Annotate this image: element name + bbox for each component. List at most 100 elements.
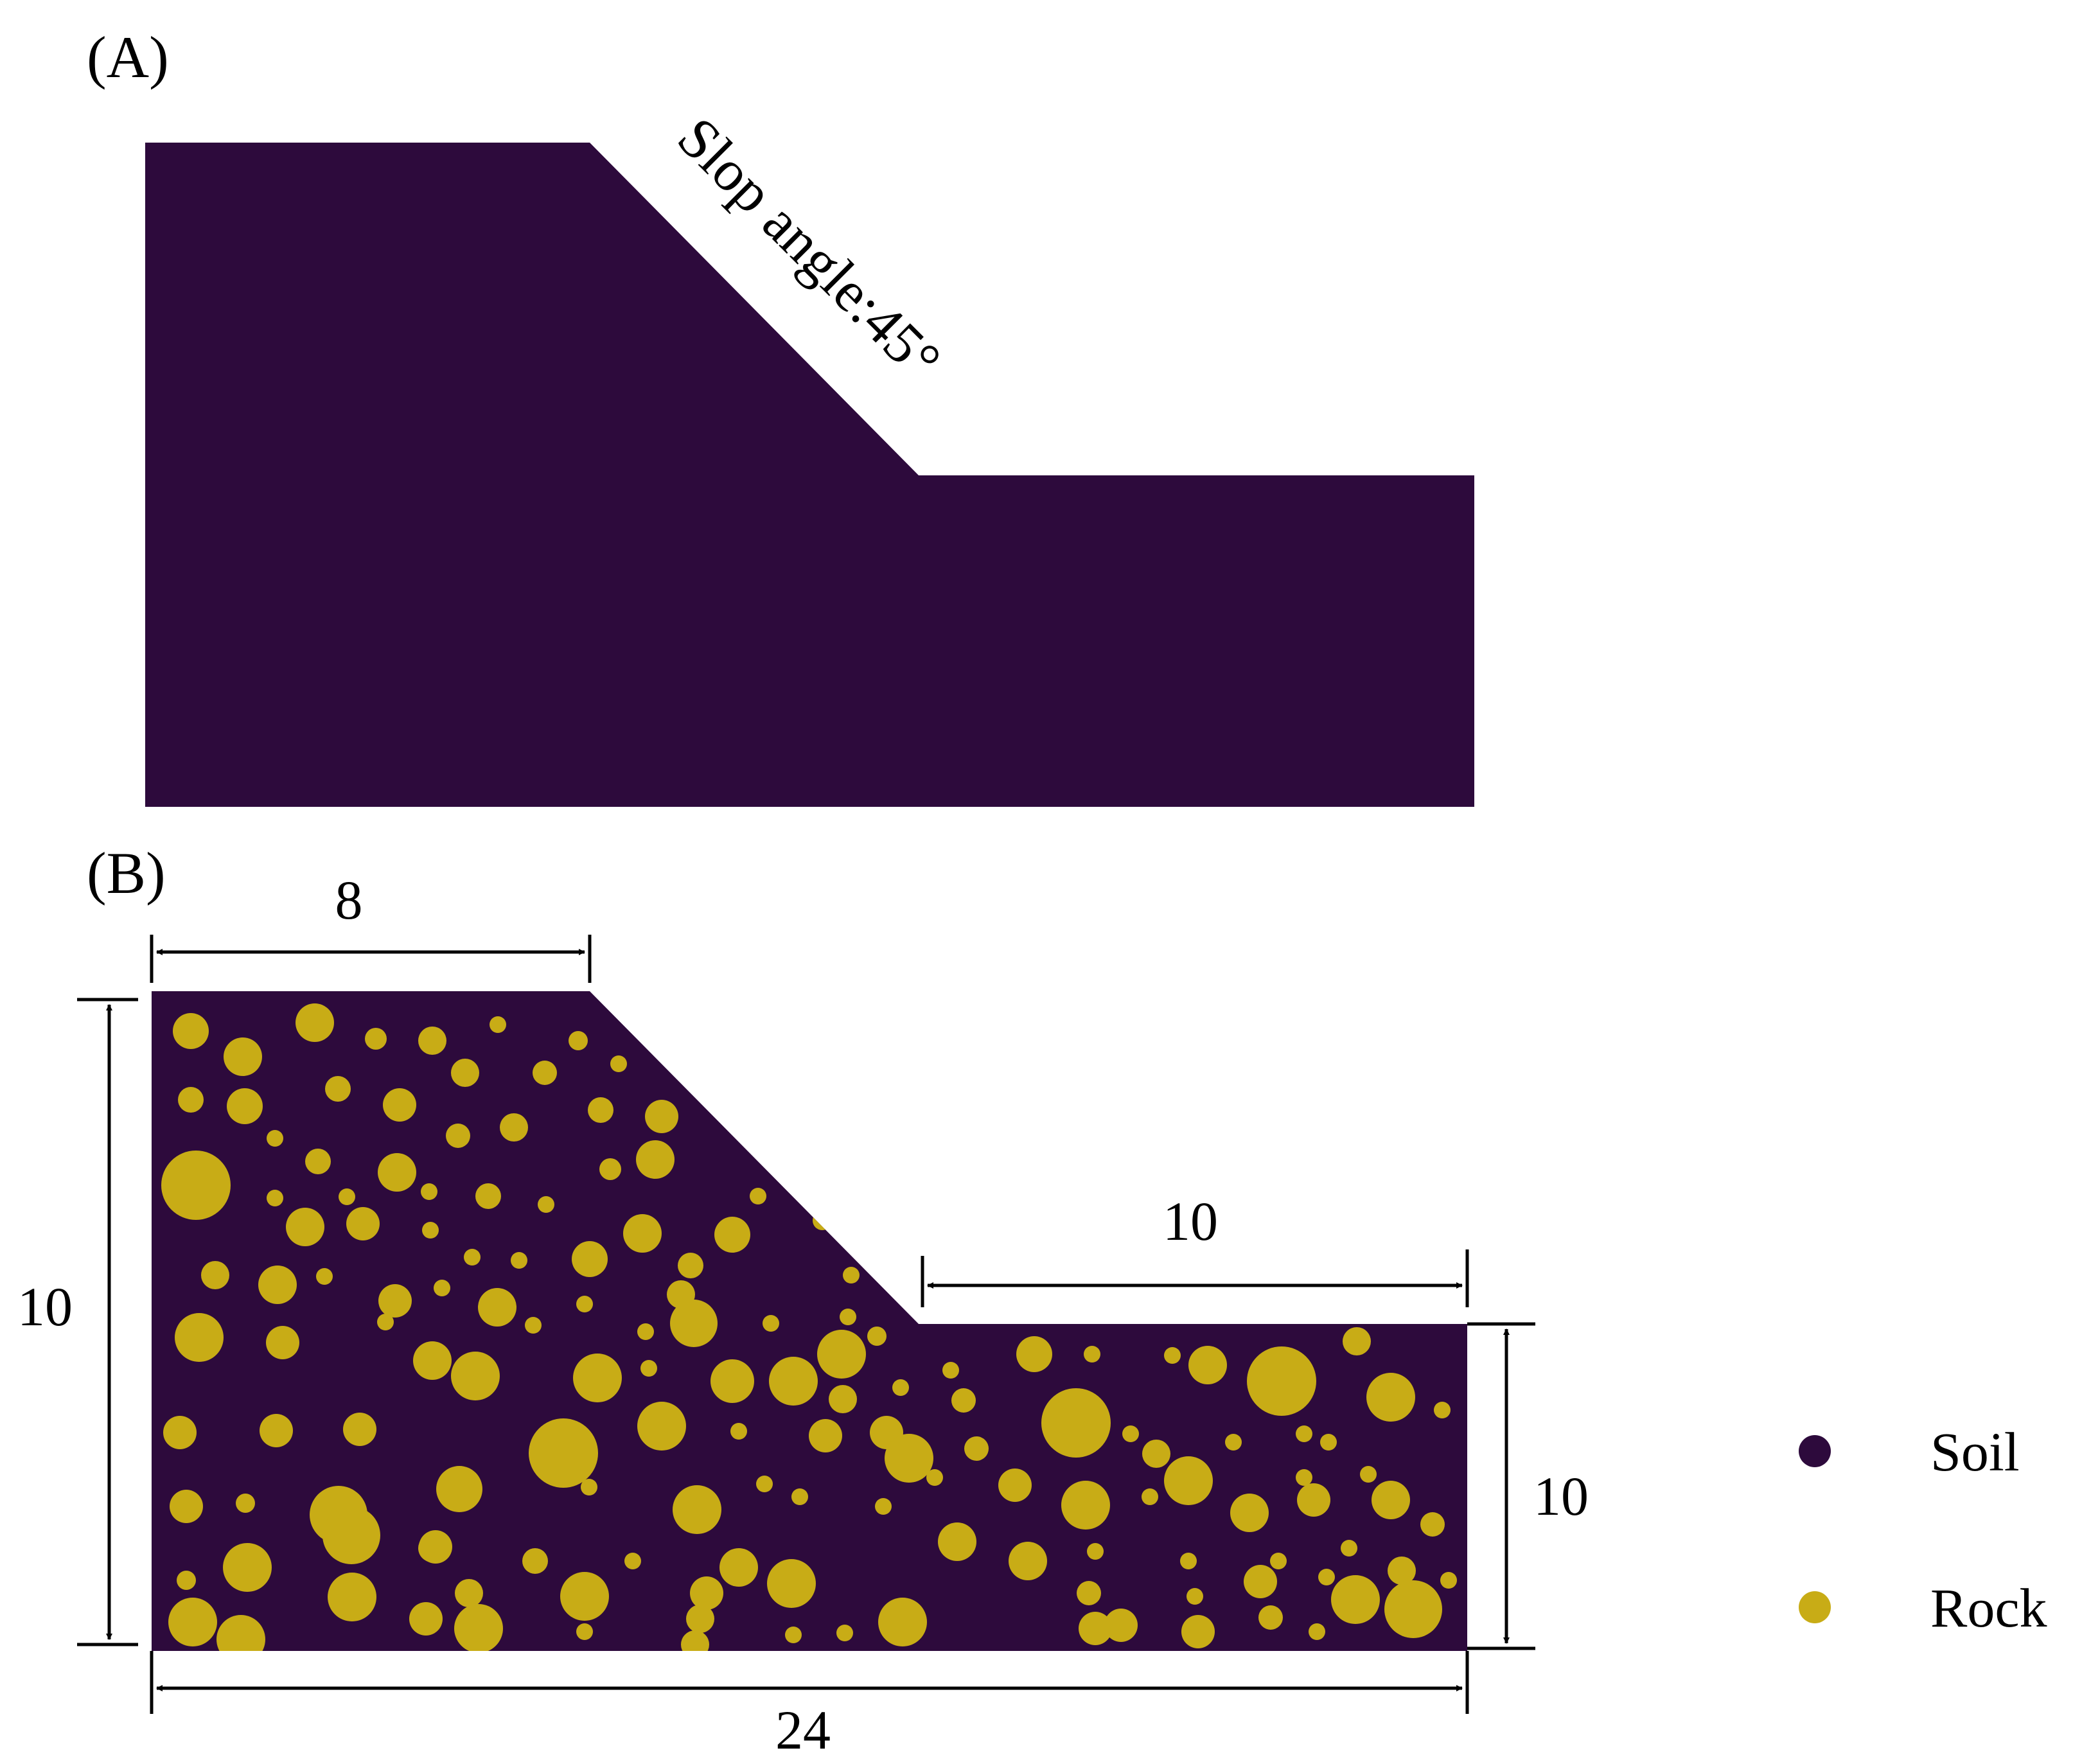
- rock-particle: [1061, 1481, 1110, 1530]
- rock-particles: [161, 1003, 1457, 1651]
- rock-particle: [1104, 1609, 1138, 1642]
- rock-particle: [637, 1323, 654, 1340]
- rock-particle: [926, 1469, 943, 1486]
- rock-particle: [178, 1087, 204, 1113]
- rock-particle: [581, 1479, 597, 1495]
- rock-particle: [769, 1357, 818, 1406]
- legend-soil-marker: [1799, 1435, 1831, 1467]
- rock-particle: [339, 1188, 355, 1205]
- rock-particle: [750, 1188, 766, 1204]
- rock-particle: [1384, 1580, 1442, 1638]
- rock-particle: [719, 1548, 758, 1587]
- rock-particle: [224, 1037, 262, 1076]
- legend-rock-marker: [1799, 1591, 1831, 1623]
- panel-a: (A) Slop angle:45°: [87, 24, 1474, 807]
- rock-particle: [843, 1267, 860, 1283]
- rock-particle: [885, 1434, 933, 1483]
- rock-particle: [878, 1598, 927, 1646]
- rock-particle: [1164, 1347, 1181, 1364]
- rock-particle: [942, 1362, 959, 1379]
- rock-particle: [673, 1485, 721, 1534]
- rock-particle: [1225, 1434, 1242, 1451]
- panel-b-label: (B): [87, 840, 166, 906]
- rock-particle: [223, 1543, 272, 1592]
- rock-particle: [455, 1579, 483, 1607]
- rock-particle: [1318, 1569, 1335, 1585]
- rock-particle: [710, 1359, 754, 1403]
- rock-particle: [529, 1418, 598, 1488]
- rock-particle: [560, 1572, 609, 1621]
- panel-b: (B) 8 10 10: [17, 840, 1589, 1761]
- rock-particle: [201, 1261, 229, 1289]
- rock-particle: [267, 1130, 283, 1147]
- rock-particle: [1181, 1615, 1215, 1648]
- rock-particle: [791, 1488, 808, 1505]
- rock-particle: [1320, 1434, 1337, 1451]
- rock-particle: [573, 1354, 622, 1402]
- rock-particle: [690, 1576, 723, 1610]
- rock-particle: [446, 1124, 470, 1148]
- rock-particle: [1122, 1425, 1139, 1442]
- rock-particle: [840, 1309, 856, 1325]
- dimension-right-height-label: 10: [1533, 1465, 1589, 1527]
- rock-particle: [1079, 1612, 1112, 1645]
- rock-particle: [686, 1605, 714, 1633]
- rock-particle: [998, 1469, 1032, 1502]
- rock-particle: [1187, 1588, 1203, 1605]
- rock-particle: [875, 1498, 892, 1515]
- rock-particle: [1244, 1565, 1277, 1598]
- rock-particle: [538, 1196, 554, 1213]
- rock-particle: [636, 1140, 675, 1179]
- rock-particle: [1331, 1575, 1380, 1624]
- dimension-bottom-width: 24: [150, 1651, 1469, 1761]
- dimension-top-width-label: 8: [335, 869, 363, 931]
- rock-particle: [867, 1327, 887, 1346]
- rock-particle: [1341, 1540, 1357, 1557]
- rock-particle: [1087, 1543, 1104, 1560]
- rock-particle: [378, 1153, 416, 1192]
- rock-particle: [1009, 1542, 1047, 1580]
- rock-particle: [377, 1314, 394, 1330]
- rock-particle: [730, 1423, 747, 1440]
- rock-particle: [1434, 1402, 1451, 1418]
- rock-particle: [1297, 1483, 1330, 1517]
- rock-particle: [1180, 1553, 1197, 1569]
- rock-particle: [343, 1413, 376, 1446]
- dimension-bottom-width-label: 24: [775, 1699, 831, 1761]
- rock-particle: [260, 1414, 293, 1447]
- rock-particle: [678, 1253, 703, 1278]
- rock-particle: [1142, 1440, 1170, 1468]
- rock-particle: [1372, 1481, 1410, 1519]
- rock-particle: [236, 1494, 255, 1513]
- rock-particle: [365, 1028, 387, 1050]
- rock-particle: [767, 1559, 816, 1608]
- rock-particle: [316, 1268, 333, 1285]
- rock-particle: [829, 1385, 857, 1413]
- rock-particle: [1142, 1488, 1158, 1505]
- rock-particle: [267, 1190, 283, 1206]
- rock-particle: [1366, 1373, 1415, 1422]
- rock-particle: [1343, 1327, 1371, 1355]
- panel-a-label: (A): [87, 24, 169, 90]
- rock-particle: [623, 1214, 662, 1253]
- dimension-left-height-label: 10: [17, 1276, 73, 1337]
- rock-particle: [168, 1598, 217, 1646]
- rock-particle: [163, 1416, 197, 1449]
- rock-particle: [419, 1530, 452, 1564]
- rock-particle: [588, 1097, 613, 1123]
- rock-particle: [421, 1183, 437, 1200]
- rock-particle: [478, 1288, 516, 1327]
- rock-particle: [258, 1266, 297, 1304]
- rock-particle: [227, 1088, 263, 1124]
- rock-particle: [599, 1158, 621, 1180]
- rock-particle: [1041, 1388, 1111, 1458]
- rock-particle: [813, 1211, 832, 1230]
- rock-particle: [286, 1208, 324, 1246]
- rock-particle: [500, 1113, 528, 1142]
- dimension-right-width-label: 10: [1163, 1190, 1218, 1252]
- rock-particle: [569, 1031, 588, 1050]
- rock-particle: [522, 1548, 548, 1574]
- rock-particle: [572, 1241, 608, 1277]
- rock-particle: [305, 1149, 331, 1174]
